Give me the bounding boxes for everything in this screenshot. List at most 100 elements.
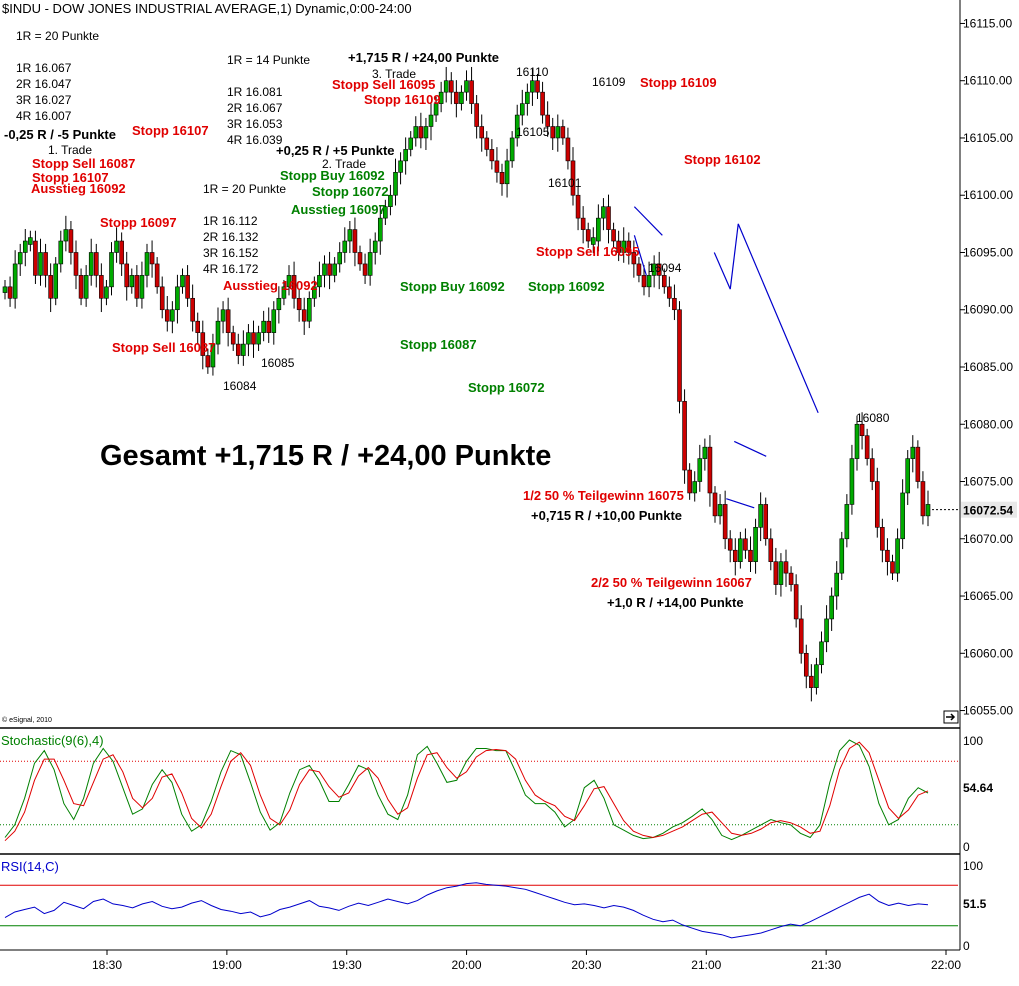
candle-down (78, 275, 84, 299)
candle-down (154, 263, 160, 288)
stoch-tick-0: 0 (963, 840, 970, 854)
candle-up (814, 664, 819, 688)
candle-down (809, 675, 814, 688)
entry-annotation: Ausstieg 16097 (291, 202, 386, 217)
candle-down (773, 561, 779, 585)
green-annotations: Stopp Buy 16092 Stopp 16072 Ausstieg 160… (280, 168, 605, 395)
partial-profit-2-annotation: 2/2 50 % Teilgewinn 16067 (591, 575, 752, 590)
price-label: 16101 (548, 176, 582, 190)
candle-up (317, 275, 322, 288)
time-tick-label: 22:00 (931, 958, 961, 972)
candle-down (768, 538, 774, 562)
trade-result-label: +1,715 R / +24,00 Punkte (348, 50, 499, 65)
expand-panel-icon[interactable] (943, 710, 959, 724)
trendline (733, 440, 767, 457)
stochastic-title: Stochastic(9(6),4) (1, 733, 104, 748)
target-4r-label: 4R 16.039 (227, 133, 283, 147)
candle-down (707, 446, 713, 494)
candle-down (149, 252, 155, 265)
target-1r-label: 1R 16.112 (203, 214, 258, 228)
price-label: 16084 (223, 379, 257, 393)
candle-up (519, 103, 525, 116)
candle-down (535, 80, 540, 93)
trendline (633, 235, 647, 276)
candle-down (159, 286, 165, 311)
candle-up (438, 91, 444, 104)
candle-up (17, 252, 23, 265)
candle-down (448, 80, 454, 93)
candle-down (672, 297, 677, 311)
candle-down (33, 240, 38, 276)
indicator-line (4, 882, 929, 939)
candle-up (180, 275, 185, 288)
target-4r-label: 4R 16.172 (203, 262, 259, 276)
time-tick-label: 19:00 (212, 958, 242, 972)
candle-up (514, 114, 520, 139)
chart-title: $INDU - DOW JONES INDUSTRIAL AVERAGE,1) … (2, 1, 412, 16)
candle-down (803, 652, 809, 677)
candle-down (585, 229, 591, 242)
stop-buy-annotation: Stopp Buy 16092 (280, 168, 385, 183)
candle-up (778, 561, 784, 585)
candle-up (895, 538, 900, 574)
candle-down (885, 549, 890, 562)
candle-down (880, 527, 885, 551)
candle-down (869, 458, 875, 482)
candle-down (783, 561, 789, 574)
candle-up (621, 240, 627, 253)
trendline (633, 206, 663, 236)
candle-up (83, 275, 89, 299)
target-4r-label: 4R 16.007 (16, 109, 72, 123)
candle-down (225, 309, 231, 333)
candle-up (38, 252, 43, 276)
candle-up (403, 149, 408, 162)
price-tick-label: 16115.00 (963, 16, 1012, 30)
candle-up (697, 458, 703, 482)
candle-down (362, 263, 368, 276)
risk-unit-label: 1R = 20 Punkte (203, 182, 286, 196)
candle-up (849, 458, 855, 505)
candle-up (758, 504, 763, 528)
trendline (737, 223, 819, 414)
candle-down (134, 275, 140, 299)
candle-down (7, 286, 13, 299)
candle-down (565, 137, 571, 162)
candle-down (489, 149, 495, 162)
rsi-tick-100: 100 (963, 859, 983, 873)
candle-up (22, 240, 28, 253)
candle-up (28, 237, 33, 245)
candle-up (900, 492, 905, 540)
candle-up (590, 237, 596, 245)
price-level-labels: 16110 16109 16105 16101 16094 16080 1608… (223, 65, 890, 425)
candle-up (530, 80, 535, 93)
candle-down (687, 469, 692, 494)
candle-down (479, 126, 485, 139)
rsi-last-value: 51.5 (963, 897, 987, 911)
candle-up (423, 126, 429, 139)
candle-up (337, 252, 343, 265)
candle-up (175, 286, 180, 311)
candle-up (398, 160, 403, 173)
candle-down (200, 332, 206, 356)
candle-up (383, 206, 388, 219)
price-label: 16085 (261, 356, 295, 370)
candle-up (596, 217, 601, 242)
rsi-title: RSI(14,C) (1, 859, 59, 874)
candle-down (494, 160, 500, 173)
partial-profit-2-result: +1,0 R / +14,00 Punkte (607, 595, 744, 610)
candle-down (667, 286, 672, 299)
candle-up (104, 286, 109, 299)
candle-down (920, 481, 926, 517)
price-tick-label: 16090.00 (963, 303, 1013, 317)
candle-down (550, 126, 556, 139)
time-tick-label: 19:30 (332, 958, 362, 972)
candle-up (276, 297, 282, 311)
time-tick-label: 21:30 (811, 958, 841, 972)
stoch-tick-100: 100 (963, 734, 983, 748)
candle-up (738, 538, 743, 562)
candle-up (271, 309, 277, 333)
candle-down (677, 309, 682, 402)
summary-total: Gesamt +1,715 R / +24,00 Punkte (100, 440, 551, 472)
candle-up (53, 263, 59, 299)
